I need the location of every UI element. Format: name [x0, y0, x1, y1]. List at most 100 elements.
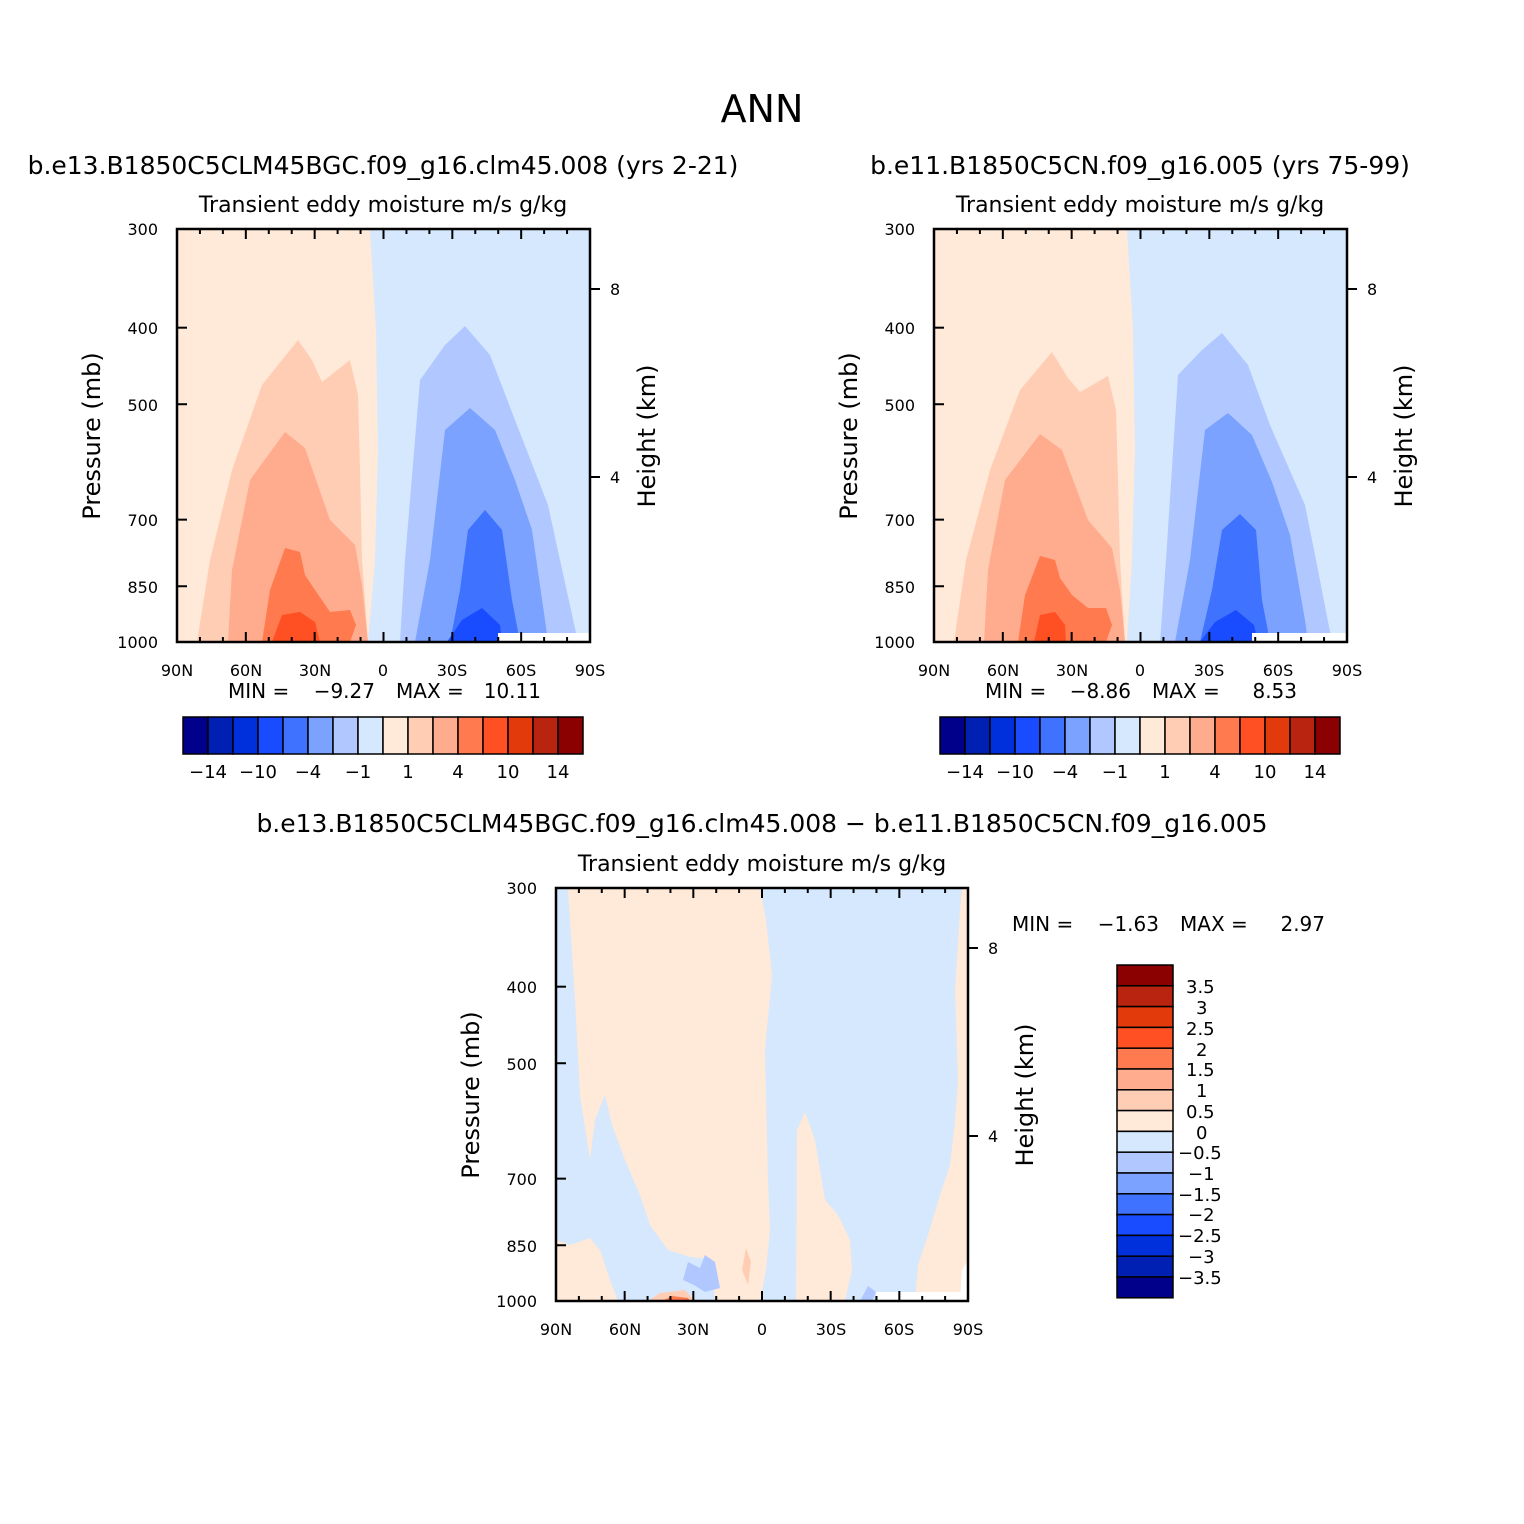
- colorbar-swatch: [1116, 1130, 1174, 1153]
- y-axis-label: Pressure (mb): [457, 1011, 485, 1178]
- x-tick-label: 30S: [816, 1320, 847, 1339]
- y-tick-label: 300: [127, 220, 158, 239]
- colorbar-swatch: [1014, 716, 1041, 755]
- contour-field: [556, 888, 968, 1301]
- colorbar-swatch: [1116, 1234, 1174, 1257]
- y-tick-label: 850: [884, 578, 915, 597]
- colorbar-swatch: [1264, 716, 1291, 755]
- y-tick-label: 700: [127, 511, 158, 530]
- min-label: MIN =: [985, 679, 1046, 703]
- colorbar-label: −0.5: [1178, 1143, 1222, 1164]
- contour-fill: [1034, 612, 1066, 642]
- colorbar-swatch: [1116, 1255, 1174, 1278]
- colorbar-label: −4: [295, 762, 322, 783]
- y-right-tick-label: 4: [988, 1127, 998, 1146]
- colorbar-swatch: [482, 716, 509, 755]
- y-tick-label: 400: [884, 319, 915, 338]
- panel-title: b.e11.B1850C5CN.f09_g16.005 (yrs 75-99): [870, 151, 1410, 180]
- x-tick-label: 0: [378, 661, 388, 680]
- panel-subtitle: Transient eddy moisture m/s g/kg: [577, 852, 946, 877]
- colorbar-swatch: [1116, 1109, 1174, 1133]
- panel-difference: b.e13.B1850C5CLM45BGC.f09_g16.clm45.008 …: [256, 809, 1325, 1339]
- colorbar-swatch: [1116, 985, 1174, 1008]
- colorbar: [1116, 964, 1174, 1299]
- colorbar-label: −2: [1188, 1205, 1215, 1226]
- y-tick-label: 700: [506, 1170, 537, 1189]
- contour-fill: [984, 434, 1125, 642]
- min-label: MIN =: [1012, 912, 1073, 936]
- contour-field: [934, 229, 1347, 642]
- colorbar-swatch: [232, 716, 259, 755]
- colorbar-label: 0.5: [1186, 1102, 1215, 1123]
- colorbar-swatch: [182, 716, 209, 755]
- colorbar-swatch: [1214, 716, 1241, 755]
- y-right-tick-label: 8: [988, 939, 998, 958]
- colorbar-label: −1: [1102, 762, 1129, 783]
- x-tick-label: 30N: [299, 661, 331, 680]
- panel-case2: b.e11.B1850C5CN.f09_g16.005 (yrs 75-99) …: [835, 151, 1418, 783]
- colorbar-swatch: [1064, 716, 1091, 755]
- panel-subtitle: Transient eddy moisture m/s g/kg: [198, 193, 567, 218]
- colorbar-label: 4: [452, 762, 463, 783]
- colorbar-label: −10: [996, 762, 1034, 783]
- contour-fill: [272, 612, 320, 642]
- x-tick-label: 60S: [884, 1320, 915, 1339]
- colorbar: [939, 716, 1341, 755]
- colorbar-label: 0: [1196, 1123, 1207, 1144]
- y-right-tick-label: 8: [1367, 280, 1377, 299]
- contour-fill: [383, 515, 392, 608]
- colorbar-swatch: [1116, 1151, 1174, 1174]
- colorbar-swatch: [507, 716, 534, 755]
- colorbar-swatch: [532, 716, 559, 755]
- colorbar-label: 1.5: [1186, 1060, 1215, 1081]
- x-tick-label: 60N: [230, 661, 262, 680]
- x-tick-label: 30S: [437, 661, 468, 680]
- colorbar-swatch: [457, 716, 484, 755]
- colorbar-label: −2.5: [1178, 1226, 1222, 1247]
- x-tick-label: 60S: [1263, 661, 1294, 680]
- x-tick-label: 90N: [918, 661, 950, 680]
- panel-case1: b.e13.B1850C5CLM45BGC.f09_g16.clm45.008 …: [28, 151, 739, 783]
- colorbar-swatch: [1116, 1193, 1174, 1216]
- y-tick-label: 300: [884, 220, 915, 239]
- colorbar-swatch: [1116, 1047, 1174, 1070]
- y-tick-label: 400: [127, 319, 158, 338]
- colorbar-label: −10: [239, 762, 277, 783]
- colorbar-swatch: [1116, 1089, 1174, 1112]
- contour-fill: [915, 888, 968, 1301]
- colorbar-swatch: [989, 716, 1016, 755]
- colorbar-swatch: [207, 716, 234, 755]
- max-label: MAX =: [1180, 912, 1248, 936]
- colorbar-label: 2: [1196, 1040, 1207, 1061]
- colorbar-swatch: [1139, 716, 1166, 755]
- colorbar-swatch: [1314, 716, 1341, 755]
- y-tick-label: 400: [506, 978, 537, 997]
- contour-fill: [1200, 514, 1270, 642]
- max-value: 10.11: [484, 679, 541, 703]
- y-tick-label: 700: [884, 511, 915, 530]
- colorbar-label: 1: [1159, 762, 1170, 783]
- contour-fill: [1200, 610, 1258, 642]
- panel-title: b.e13.B1850C5CLM45BGC.f09_g16.clm45.008 …: [256, 809, 1267, 838]
- colorbar-swatch: [939, 716, 966, 755]
- x-tick-label: 0: [1135, 661, 1145, 680]
- colorbar-swatch: [1116, 964, 1174, 987]
- contour-fill: [450, 510, 520, 642]
- colorbar-swatch: [357, 716, 384, 755]
- y-axis-label-right: Height (km): [1011, 1024, 1039, 1167]
- contour-fill: [796, 1112, 852, 1301]
- colorbar-swatch: [1116, 1276, 1174, 1299]
- y-axis-ticks: [934, 228, 944, 643]
- y-tick-label: 1000: [117, 633, 158, 652]
- y-axis-label: Pressure (mb): [835, 352, 863, 519]
- colorbar-swatch: [1116, 1026, 1174, 1049]
- y-tick-label: 850: [127, 578, 158, 597]
- y-right-tick-label: 4: [610, 468, 620, 487]
- colorbar-swatch: [1089, 716, 1116, 755]
- contour-fill: [556, 1238, 618, 1301]
- colorbar-label: −1: [345, 762, 372, 783]
- colorbar-swatch: [1289, 716, 1316, 755]
- colorbar-label: 3.5: [1186, 977, 1215, 998]
- x-tick-label: 90N: [540, 1320, 572, 1339]
